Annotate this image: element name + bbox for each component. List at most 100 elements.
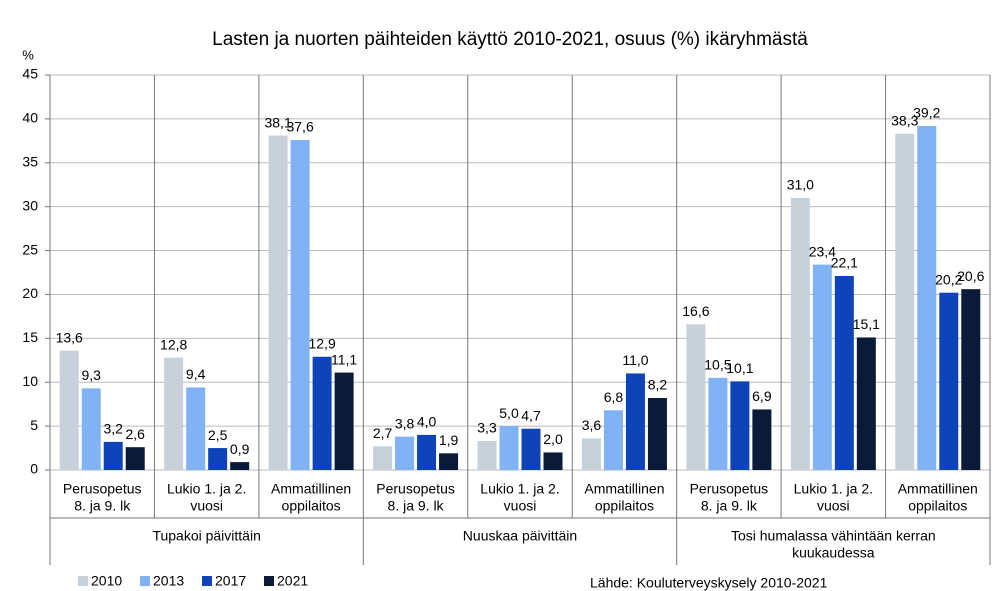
data-label: 2,0 [543,431,563,447]
data-label: 38,3 [891,113,918,129]
legend-swatch [140,576,150,586]
source-note: Lähde: Kouluterveyskysely 2010-2021 [590,575,828,591]
data-label: 11,0 [622,352,648,368]
bar [790,197,810,470]
y-tick-label: 40 [22,110,38,126]
x-tick-label: 8. ja 9. lk [701,498,758,514]
group-label: Nuuskaa päivittäin [463,528,577,544]
data-label: 8,2 [648,377,668,393]
bar [439,453,459,470]
x-tick-label: 8. ja 9. lk [388,498,445,514]
data-label: 31,0 [787,177,814,193]
bar [581,438,601,470]
data-label: 2,6 [125,426,145,442]
data-label: 38,1 [264,114,291,130]
y-tick-label: 30 [22,197,38,213]
x-tick-label: Ammatillinen [898,481,978,497]
data-label: 9,3 [81,367,101,383]
bar [625,373,645,470]
x-tick-label: oppilaitos [908,498,967,514]
data-label: 10,1 [726,360,753,376]
bar [961,289,981,470]
y-tick-label: 45 [22,66,38,82]
bar [290,139,310,470]
data-label: 20,2 [935,271,962,287]
y-tick-label: 15 [22,329,38,345]
data-label: 2,5 [208,427,228,443]
group-label: Tosi humalassa vähintään kerran [731,528,936,544]
x-tick-label: vuosi [817,498,850,514]
legend-swatch [78,576,88,586]
legend-swatch [202,576,212,586]
data-label: 5,0 [499,405,519,421]
bar [268,135,288,471]
group-label: Tupakoi päivittäin [152,528,260,544]
bar [208,448,228,470]
y-tick-label: 20 [22,285,38,301]
legend-label: 2010 [91,573,122,589]
bar [334,372,354,470]
x-tick-label: Perusopetus [690,481,769,497]
bar [543,452,563,470]
x-tick-label: Ammatillinen [271,481,351,497]
y-tick-label: 0 [30,461,38,477]
bar [752,409,772,470]
x-tick-label: vuosi [190,498,223,514]
data-label: 39,2 [913,105,940,121]
y-axis-label: % [22,47,34,62]
data-label: 9,4 [186,366,206,382]
data-label: 11,1 [331,351,357,367]
bar [939,292,959,470]
bar [603,410,623,470]
x-tick-label: Ammatillinen [584,481,664,497]
bar [686,324,706,470]
legend-label: 2017 [215,573,246,589]
bar [521,428,541,470]
data-label: 6,9 [752,388,772,404]
x-tick-label: Lukio 1. ja 2. [167,481,246,497]
data-label: 12,9 [308,335,335,351]
bar [856,337,876,470]
y-tick-label: 10 [22,373,38,389]
bar [164,357,184,470]
group-label: kuukaudessa [792,545,875,561]
legend-swatch [264,576,274,586]
bar [477,441,497,470]
data-label: 6,8 [604,389,624,405]
data-label: 37,6 [286,119,313,135]
data-label: 22,1 [831,255,858,271]
data-label: 20,6 [957,268,984,284]
bar [812,264,832,470]
data-label: 3,6 [582,417,602,433]
bar [59,350,79,470]
data-label: 2,7 [373,425,393,441]
data-label: 10,5 [704,357,731,373]
data-label: 4,7 [521,407,541,423]
data-label: 1,9 [439,432,459,448]
y-tick-label: 5 [30,417,38,433]
bar [730,381,750,470]
x-tick-label: vuosi [504,498,537,514]
data-label: 0,9 [230,441,250,457]
bar [708,377,728,470]
bar [81,388,101,470]
bar [895,133,915,471]
bar [125,447,145,470]
data-label: 4,0 [417,414,437,430]
legend-label: 2021 [277,573,308,589]
bar [647,398,667,470]
data-label: 16,6 [682,303,709,319]
bar [186,387,206,470]
data-label: 23,4 [809,243,836,259]
data-label: 3,8 [395,415,415,431]
bar [499,426,519,470]
bar [373,446,393,470]
data-label: 13,6 [56,329,83,345]
bar [312,356,332,470]
bar [834,276,854,470]
data-label: 3,3 [477,420,497,436]
x-tick-label: Lukio 1. ja 2. [794,481,873,497]
chart-title: Lasten ja nuorten päihteiden käyttö 2010… [212,29,808,50]
bar [395,436,415,470]
